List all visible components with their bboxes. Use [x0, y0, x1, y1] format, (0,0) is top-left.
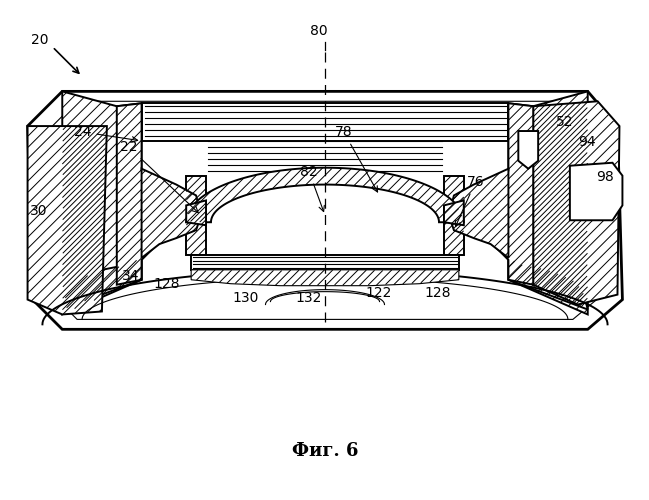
Polygon shape: [141, 168, 201, 258]
Polygon shape: [117, 104, 196, 284]
Polygon shape: [186, 176, 206, 255]
Text: Фиг. 6: Фиг. 6: [292, 442, 358, 460]
Polygon shape: [570, 163, 622, 220]
Polygon shape: [62, 258, 141, 310]
Polygon shape: [191, 270, 459, 285]
Polygon shape: [47, 102, 603, 320]
Text: 82: 82: [300, 164, 324, 212]
Polygon shape: [519, 131, 538, 168]
Polygon shape: [508, 92, 588, 314]
Text: 78: 78: [335, 125, 378, 192]
Polygon shape: [27, 126, 107, 314]
Text: 30: 30: [30, 204, 47, 218]
Polygon shape: [454, 104, 533, 284]
Text: 52: 52: [556, 115, 574, 129]
Text: 24: 24: [74, 125, 138, 142]
Text: 34: 34: [122, 268, 140, 282]
Text: 128: 128: [424, 286, 450, 300]
Text: 128: 128: [153, 276, 180, 290]
Polygon shape: [533, 102, 619, 304]
Text: 122: 122: [365, 286, 392, 300]
Text: 22: 22: [120, 140, 198, 212]
Polygon shape: [444, 200, 464, 225]
Polygon shape: [186, 200, 206, 225]
Text: 98: 98: [596, 170, 613, 183]
Text: 130: 130: [233, 290, 259, 304]
Polygon shape: [186, 146, 464, 275]
Text: 94: 94: [578, 135, 595, 149]
Text: 76: 76: [455, 174, 484, 227]
Polygon shape: [191, 255, 459, 270]
Polygon shape: [508, 258, 588, 310]
Polygon shape: [27, 92, 622, 330]
Polygon shape: [444, 176, 464, 255]
Polygon shape: [62, 92, 141, 314]
Text: 132: 132: [295, 290, 322, 304]
Polygon shape: [449, 168, 508, 258]
Text: 20: 20: [31, 33, 48, 47]
Polygon shape: [141, 104, 508, 141]
Polygon shape: [186, 168, 464, 222]
Text: 80: 80: [310, 24, 328, 38]
